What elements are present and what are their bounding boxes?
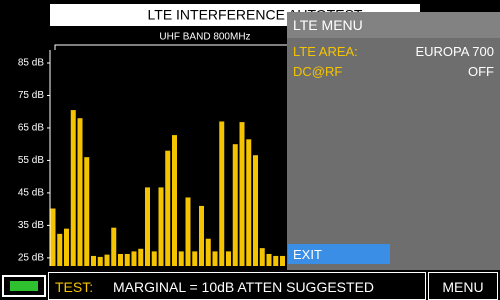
menu-item-label[interactable]: LTE AREA: xyxy=(293,44,358,59)
bar xyxy=(91,255,96,266)
exit-button[interactable]: EXIT xyxy=(288,244,390,264)
y-tick-label: 45 dB xyxy=(18,188,44,199)
bar xyxy=(158,187,164,266)
bar xyxy=(111,227,117,266)
bar xyxy=(50,208,56,266)
y-tick-label: 85 dB xyxy=(18,58,44,69)
menu-item-value[interactable]: EUROPA 700 xyxy=(415,44,494,59)
bar xyxy=(84,157,90,266)
menu-button[interactable]: MENU xyxy=(428,272,498,300)
status-message: MARGINAL = 10dB ATTEN SUGGESTED xyxy=(113,279,375,295)
bar xyxy=(165,150,171,266)
y-tick-label: 65 dB xyxy=(18,123,44,134)
bar xyxy=(199,205,204,266)
bar xyxy=(246,139,252,266)
menu-title: LTE MENU xyxy=(287,12,500,38)
bar xyxy=(64,228,69,266)
bar xyxy=(145,187,150,266)
test-label: TEST: xyxy=(55,279,94,295)
bar xyxy=(151,251,157,266)
bar xyxy=(280,255,285,266)
bar xyxy=(192,251,198,266)
bar xyxy=(253,155,258,266)
bar xyxy=(131,251,137,266)
bar xyxy=(124,253,130,266)
bar xyxy=(219,121,225,266)
bar xyxy=(205,238,211,266)
bar xyxy=(138,248,144,266)
y-tick-label: 25 dB xyxy=(18,253,44,264)
menu-item-value[interactable]: OFF xyxy=(468,64,494,79)
battery-level xyxy=(10,281,38,291)
bar xyxy=(226,251,231,266)
y-tick-label: 35 dB xyxy=(18,220,44,231)
bar xyxy=(232,144,238,266)
status-bar: TEST: MARGINAL = 10dB ATTEN SUGGESTED xyxy=(48,272,426,300)
bar xyxy=(266,253,272,266)
bar xyxy=(239,122,245,266)
bar xyxy=(57,233,63,266)
bar xyxy=(77,118,83,266)
bar xyxy=(104,254,110,266)
y-tick-label: 55 dB xyxy=(18,155,44,166)
bar xyxy=(185,197,191,266)
bar xyxy=(70,110,76,266)
bar xyxy=(273,255,279,266)
bar xyxy=(118,253,123,266)
bar xyxy=(178,251,184,266)
bar xyxy=(212,251,218,266)
battery-icon xyxy=(2,275,46,297)
bar xyxy=(97,256,103,266)
menu-item-label[interactable]: DC@RF xyxy=(293,64,343,79)
menu-panel: LTE MENU LTE AREA: EUROPA 700 DC@RF OFF … xyxy=(287,12,500,270)
chart-subtitle: UHF BAND 800MHz xyxy=(159,32,250,43)
y-tick-label: 75 dB xyxy=(18,90,44,101)
bar xyxy=(259,248,265,266)
bar xyxy=(172,135,177,266)
